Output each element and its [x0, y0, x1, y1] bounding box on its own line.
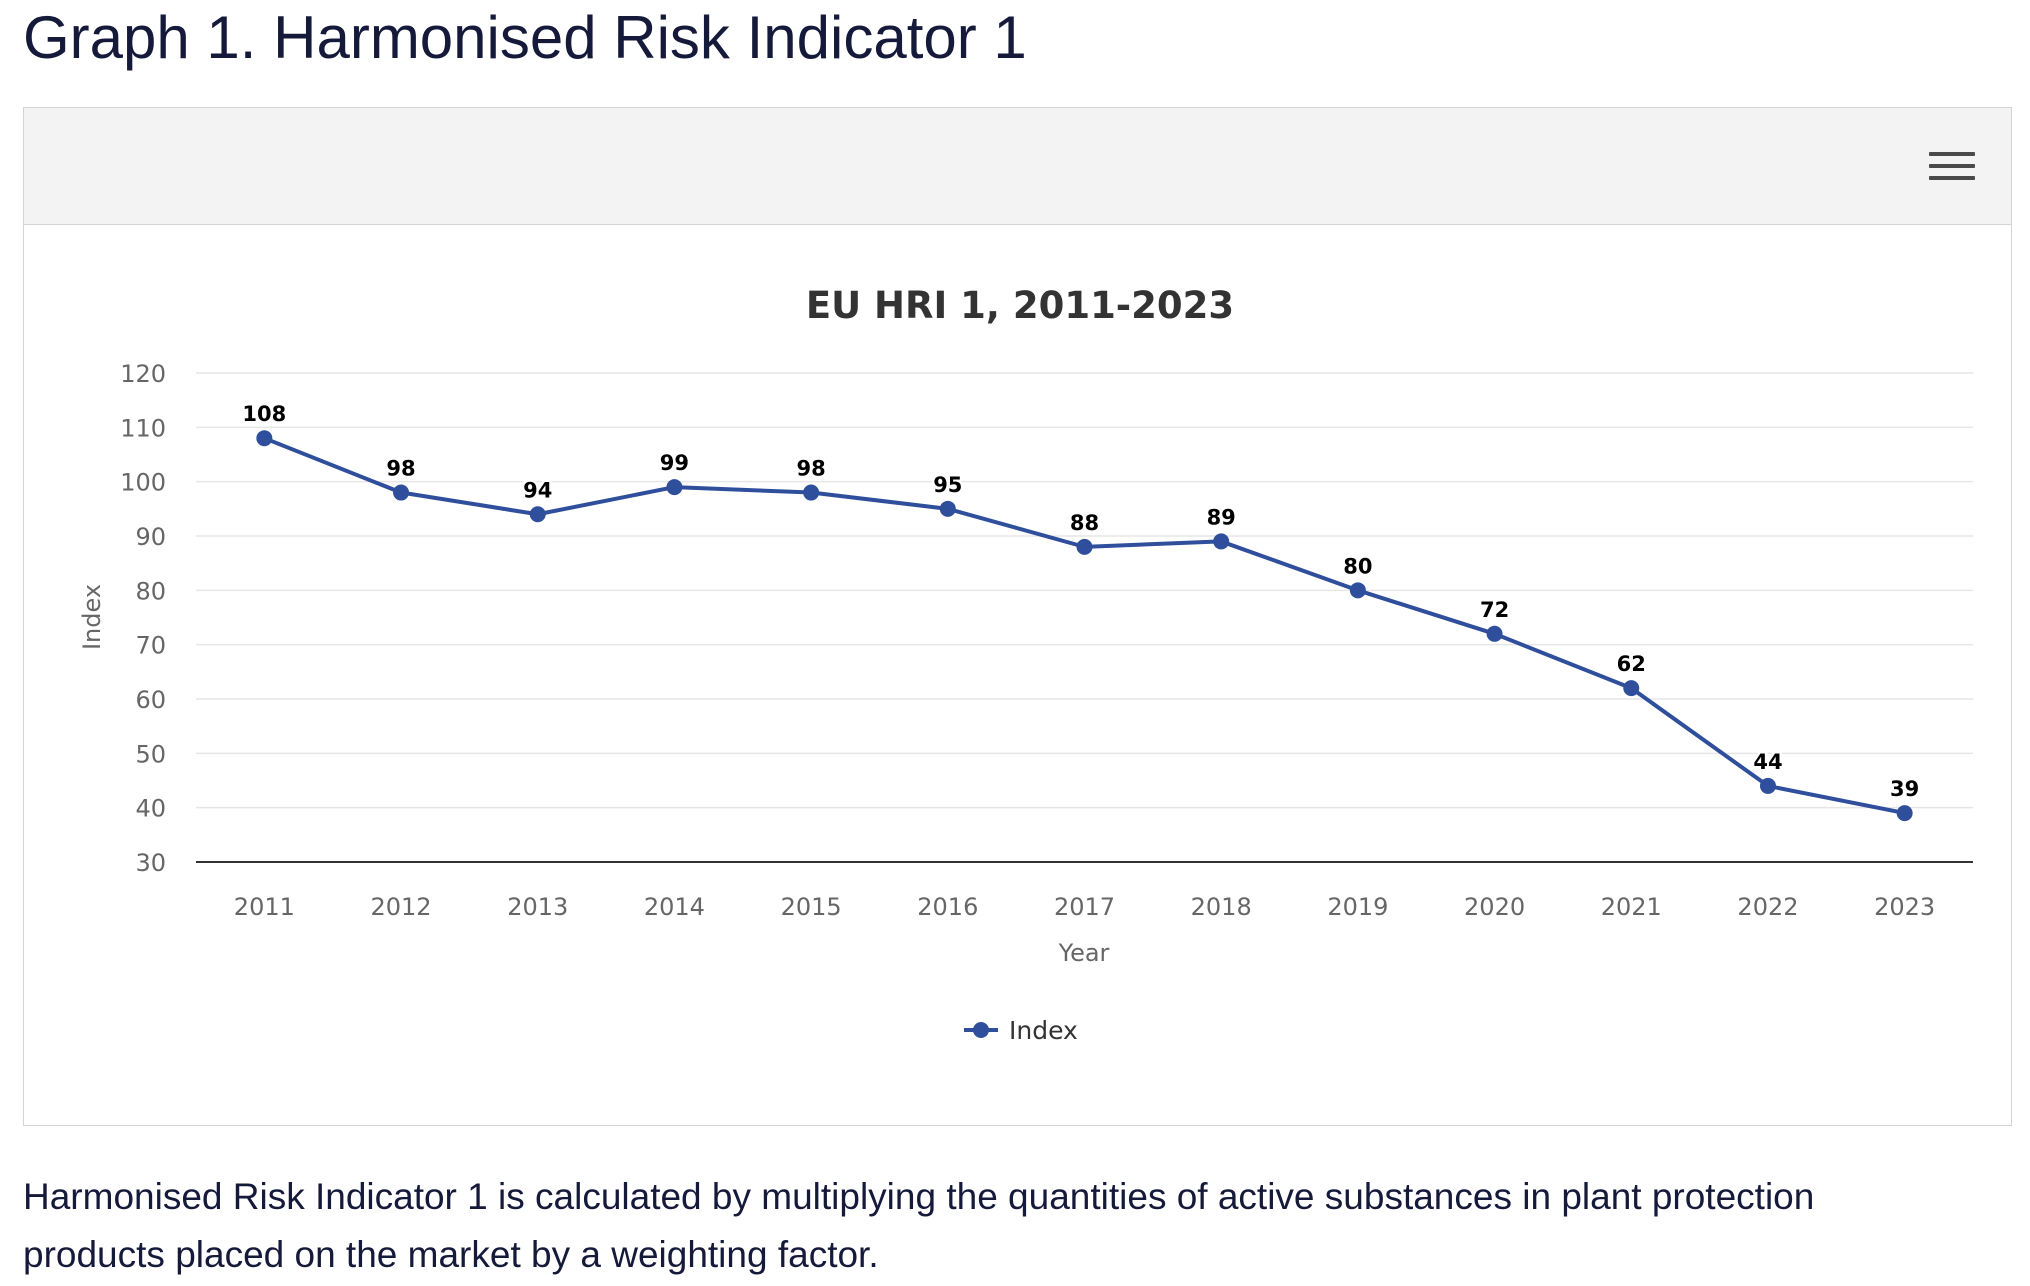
hamburger-menu-icon[interactable]	[1924, 144, 1980, 186]
chart-panel	[23, 107, 2012, 1126]
page-title: Graph 1. Harmonised Risk Indicator 1	[23, 4, 1027, 71]
caption-text: Harmonised Risk Indicator 1 is calculate…	[23, 1176, 1815, 1275]
chart-toolbar	[24, 108, 2011, 225]
